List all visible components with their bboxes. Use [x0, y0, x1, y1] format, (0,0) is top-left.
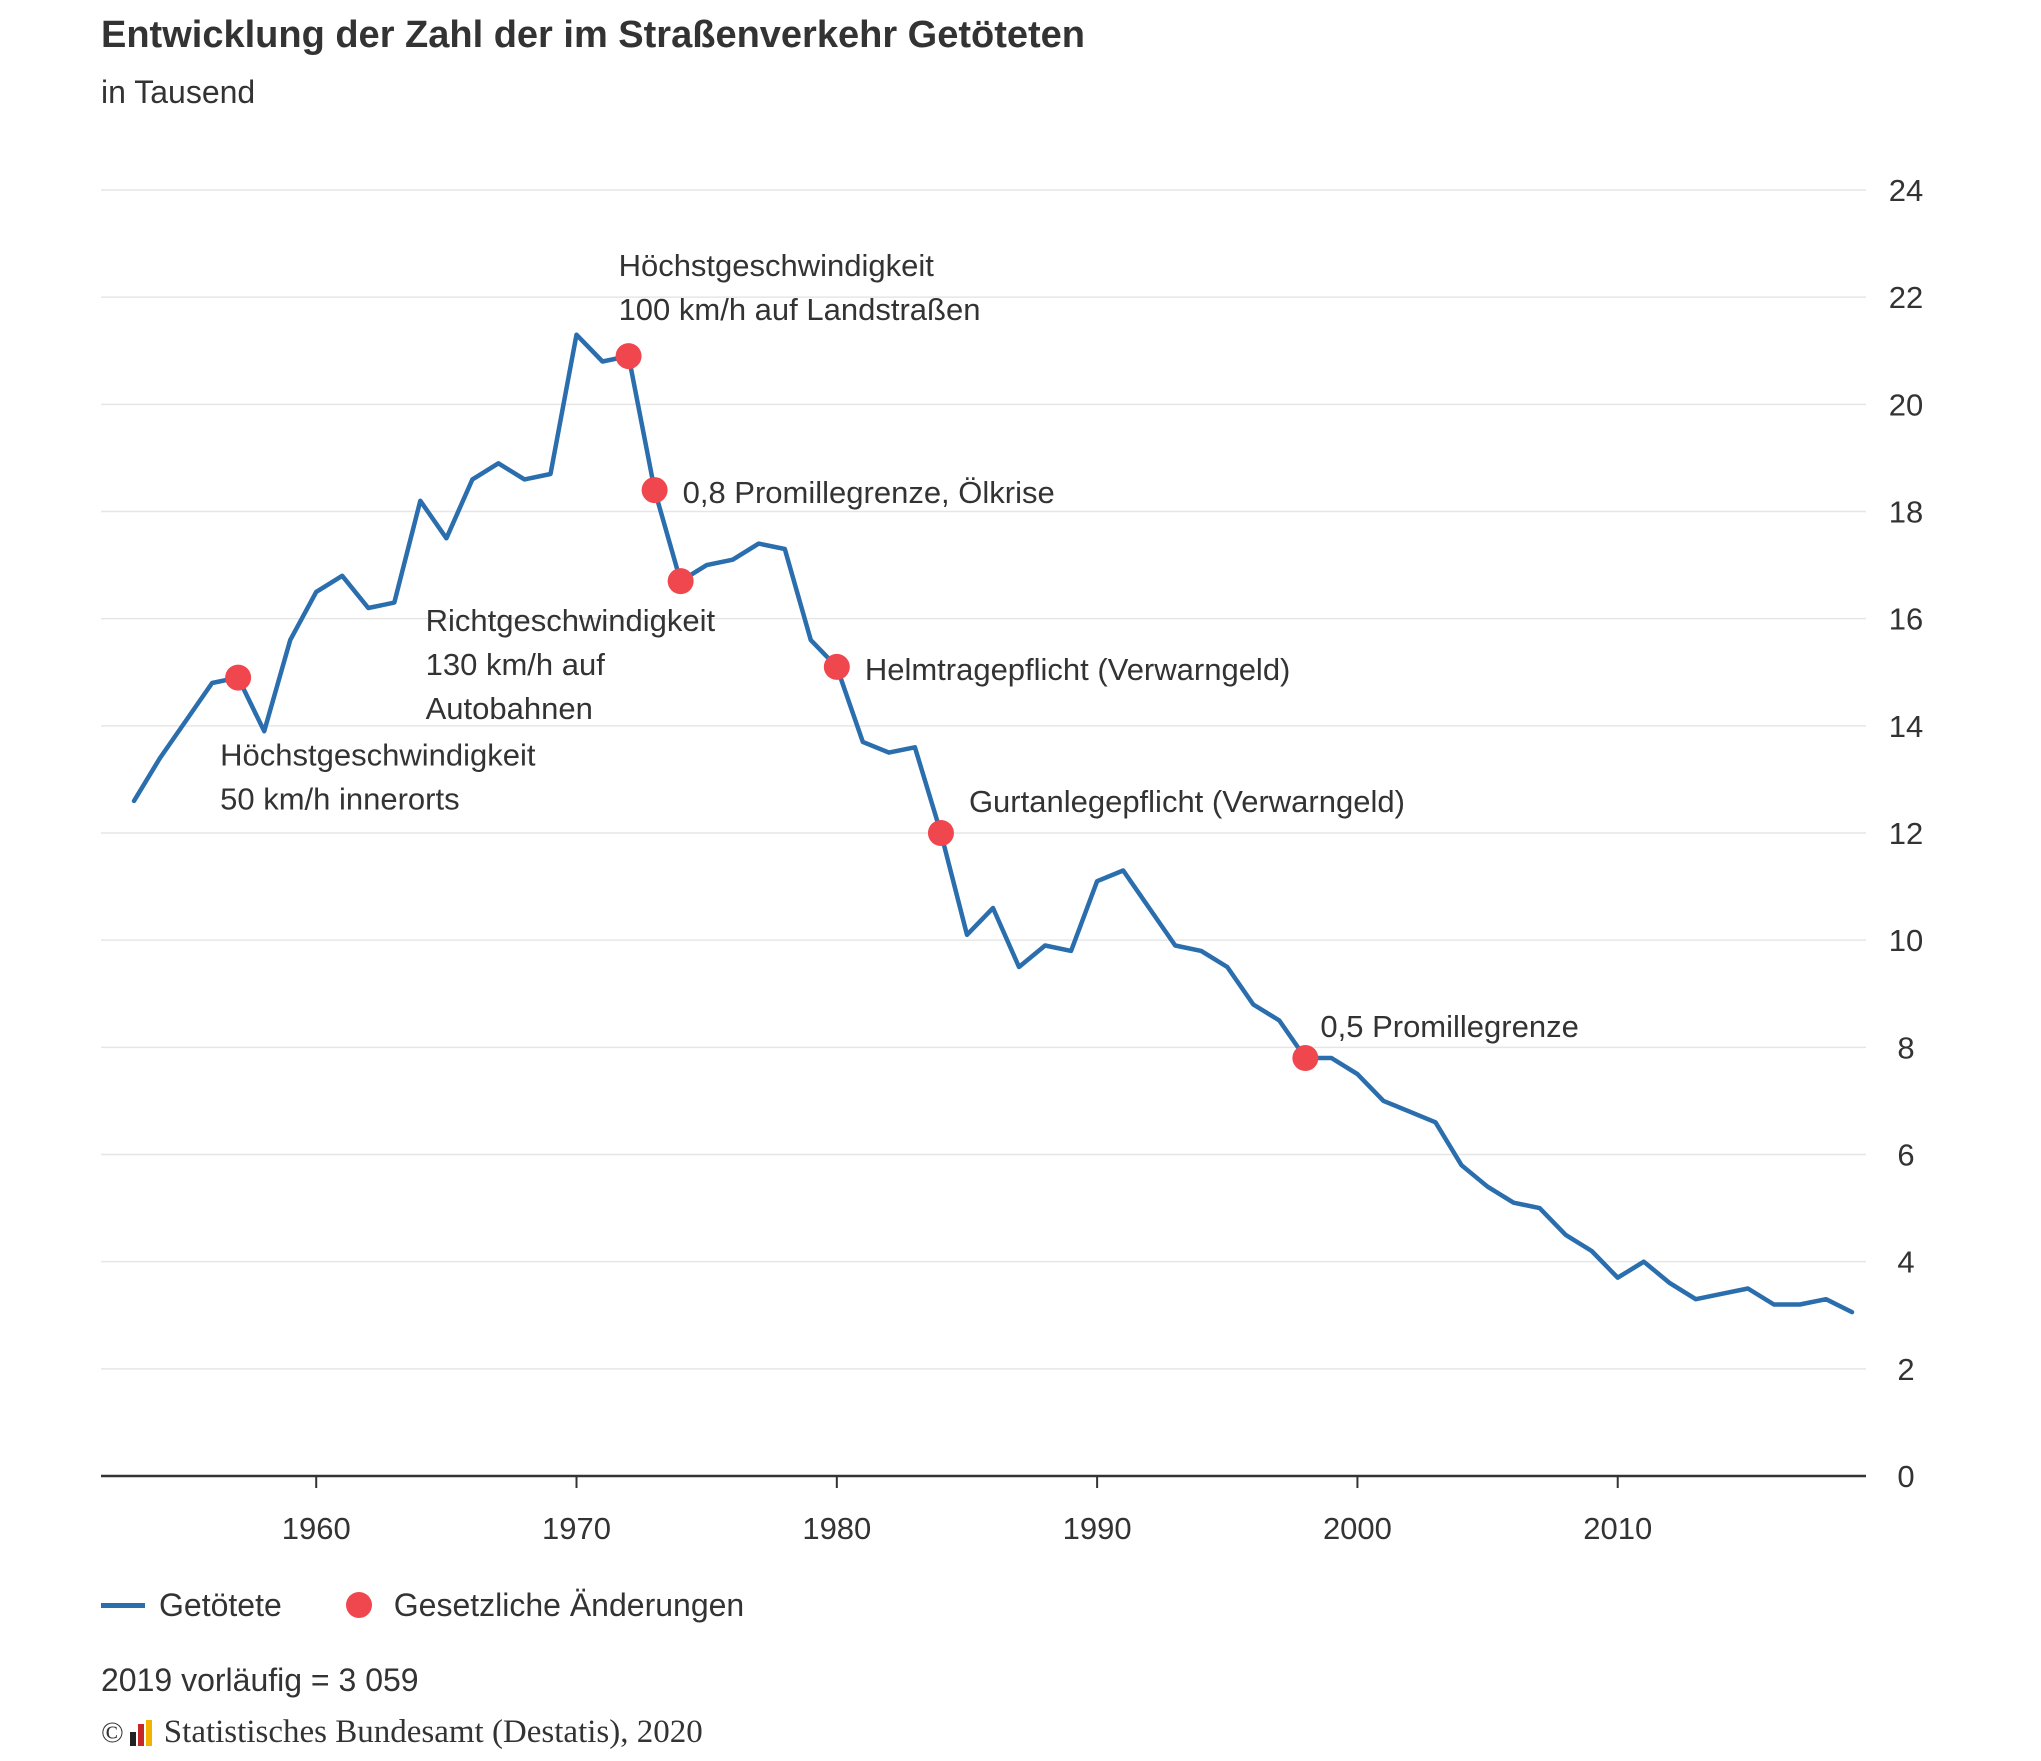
event-marker — [1292, 1045, 1319, 1072]
event-label: Richtgeschwindigkeit — [426, 603, 716, 638]
event-marker — [615, 343, 642, 370]
x-tick-label: 1960 — [282, 1511, 351, 1546]
y-tick-label: 12 — [1889, 816, 1923, 851]
y-tick-label: 4 — [1897, 1245, 1914, 1280]
event-marker — [641, 477, 668, 504]
event-label: 50 km/h innerorts — [220, 782, 460, 817]
event-label: 0,5 Promillegrenze — [1320, 1009, 1578, 1044]
legend-label-aenderungen: Gesetzliche Änderungen — [393, 1586, 745, 1623]
event-label: Autobahnen — [426, 691, 593, 726]
event-label: Höchstgeschwindigkeit — [220, 738, 536, 773]
event-labels: Höchstgeschwindigkeit 50 km/h innerorts Hö… — [220, 248, 1579, 1044]
event-label: Helmtragepflicht (Verwarngeld) — [865, 652, 1291, 687]
y-tick-label: 8 — [1897, 1030, 1914, 1065]
chart-title: Entwicklung der Zahl der im Straßenverke… — [101, 14, 1086, 56]
source-text: Statistisches Bundesamt (Destatis), 2020 — [163, 1714, 703, 1750]
footnote: 2019 vorläufig = 3 059 — [101, 1662, 419, 1698]
y-tick-label: 22 — [1889, 280, 1923, 315]
legend-line-swatch — [101, 1602, 145, 1608]
x-tick-label: 2010 — [1583, 1511, 1652, 1546]
legend-dot-swatch — [345, 1592, 372, 1618]
legend-label-getoetete: Getötete — [159, 1586, 282, 1623]
event-label: 0,8 Promillegrenze, Ölkrise — [683, 475, 1055, 510]
event-label: 130 km/h auf — [426, 647, 606, 682]
y-tick-label: 6 — [1897, 1138, 1914, 1173]
x-tick-label: 1970 — [542, 1511, 611, 1546]
copyright-symbol: © — [101, 1715, 124, 1749]
destatis-logo-icon — [129, 1719, 154, 1746]
x-tick-label: 1990 — [1063, 1511, 1132, 1546]
series-layer — [131, 332, 1855, 1315]
y-tick-label: 24 — [1889, 173, 1923, 208]
y-tick-label: 0 — [1897, 1459, 1914, 1494]
event-marker — [225, 664, 252, 691]
y-tick-label: 20 — [1889, 387, 1923, 422]
y-tick-label: 10 — [1889, 923, 1923, 958]
chart-subtitle: in Tausend — [101, 74, 256, 110]
y-tick-label: 18 — [1889, 495, 1923, 530]
y-tick-label: 16 — [1889, 602, 1923, 637]
event-label: Höchstgeschwindigkeit — [619, 248, 935, 283]
x-tick-label: 1980 — [802, 1511, 871, 1546]
gridlines — [101, 189, 1866, 1370]
event-marker — [927, 820, 954, 846]
legend-item-getoetete: Getötete — [101, 1587, 282, 1624]
event-marker — [823, 653, 850, 680]
legend-item-aenderungen: Gesetzliche Änderungen — [345, 1586, 745, 1624]
series-line-getoetete — [131, 332, 1855, 1315]
event-label: 100 km/h auf Landstraßen — [619, 292, 981, 327]
y-tick-label: 14 — [1889, 709, 1923, 744]
legend: Getötete Gesetzliche Änderungen — [101, 1582, 808, 1628]
y-tick-label: 2 — [1897, 1352, 1914, 1387]
event-markers — [225, 343, 1319, 1072]
event-marker — [667, 568, 694, 595]
x-tick-label: 2000 — [1323, 1511, 1392, 1546]
source-line: © Statistisches Bundesamt (Destatis), 20… — [101, 1714, 703, 1751]
event-label: Gurtanlegepflicht (Verwarngeld) — [969, 784, 1405, 819]
